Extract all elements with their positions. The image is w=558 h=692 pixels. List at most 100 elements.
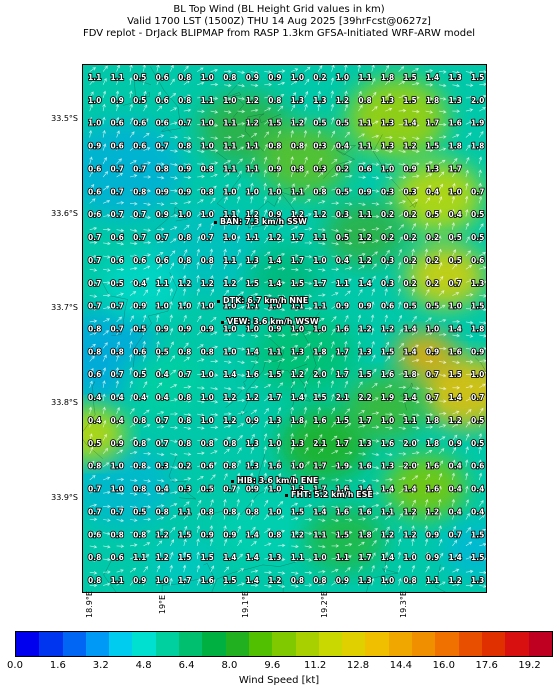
wind-arrow	[384, 564, 388, 573]
wind-arrow	[116, 435, 123, 441]
wind-arrow	[385, 526, 390, 533]
bl-height-value: 0.2	[426, 279, 439, 288]
colorbar-segment	[318, 632, 343, 656]
wind-arrow	[250, 169, 254, 178]
bl-height-value: 0.8	[88, 462, 101, 471]
terrain-contour	[83, 381, 103, 459]
wind-arrow	[317, 186, 325, 191]
bl-height-value: 1.1	[246, 302, 259, 311]
wind-arrow	[264, 251, 271, 257]
bl-height-value: 1.0	[201, 370, 214, 379]
wind-arrow	[277, 571, 286, 575]
wind-arrow	[438, 304, 446, 309]
wind-arrow	[385, 384, 393, 389]
wind-arrow	[143, 479, 151, 483]
wind-arrow	[210, 96, 219, 101]
bl-height-value: 1.3	[291, 439, 304, 448]
latitude-label: 33.7°S	[51, 303, 78, 312]
wind-arrow	[183, 122, 192, 126]
wind-arrow	[357, 327, 361, 336]
wind-arrow	[115, 103, 120, 112]
wind-arrow	[478, 156, 482, 164]
wind-arrow	[358, 276, 364, 283]
colorbar-segment	[62, 632, 86, 656]
wind-arrow	[331, 464, 339, 468]
wind-arrow	[156, 263, 163, 270]
wind-arrow	[290, 474, 296, 481]
wind-arrow	[250, 334, 259, 338]
bl-height-value: 1.4	[246, 530, 259, 539]
wind-arrow	[371, 120, 379, 125]
wind-map: 1.1 1.1 0.5 0.6 0.8 1.0 0.8 0.9 0.9 1.0 0.2 1.0 1.1 1…	[82, 64, 487, 593]
wind-arrow	[88, 129, 93, 138]
bl-height-value: 0.4	[471, 507, 484, 516]
bl-height-value: 0.8	[88, 576, 101, 585]
bl-height-value: 0.6	[358, 165, 371, 174]
wind-arrow	[102, 380, 106, 388]
colorbar	[15, 631, 553, 657]
wind-arrow	[277, 407, 281, 415]
wind-arrow	[210, 316, 217, 323]
wind-arrow	[170, 149, 178, 153]
bl-height-value: 1.0	[246, 187, 259, 196]
wind-arrow	[452, 347, 460, 351]
wind-arrow	[183, 513, 189, 520]
field-blob	[103, 254, 184, 319]
bl-height-value: 1.5	[403, 73, 416, 82]
wind-arrow	[129, 160, 137, 165]
wind-arrow	[465, 334, 474, 338]
wind-arrow	[385, 121, 393, 126]
wind-arrow	[156, 77, 161, 85]
wind-arrow	[438, 386, 447, 391]
wind-arrow	[129, 279, 138, 283]
wind-arrow	[291, 530, 299, 535]
wind-arrow	[170, 121, 178, 125]
wind-arrow	[344, 65, 348, 72]
bl-height-value: 0.6	[111, 233, 124, 242]
wind-arrow	[411, 186, 420, 191]
wind-arrow	[250, 144, 256, 151]
wind-arrow	[264, 420, 268, 428]
wind-arrow	[223, 566, 230, 573]
wind-arrow	[479, 334, 486, 338]
bl-height-value: 0.5	[133, 507, 146, 516]
wind-arrow	[412, 82, 420, 86]
bl-height-value: 1.4	[358, 279, 371, 288]
wind-arrow	[331, 279, 339, 284]
wind-arrow	[371, 202, 380, 206]
wind-arrow	[170, 341, 174, 349]
bl-height-value: 1.0	[223, 187, 236, 196]
wind-arrow	[115, 116, 120, 125]
wind-arrow	[196, 248, 200, 257]
bl-height-value: 1.5	[358, 370, 371, 379]
wind-arrow	[318, 241, 326, 246]
bl-height-value: 1.4	[268, 279, 281, 288]
wind-arrow	[236, 222, 240, 230]
wind-arrow	[465, 527, 472, 533]
bl-height-value: 1.1	[246, 165, 259, 174]
wind-arrow	[304, 319, 313, 323]
bl-height-value: 0.6	[111, 142, 124, 151]
bl-height-value: 1.5	[246, 279, 259, 288]
wind-arrow	[156, 340, 160, 349]
wind-arrow	[385, 370, 392, 375]
wind-arrow	[398, 399, 407, 403]
wind-arrow	[425, 110, 434, 114]
wind-arrow	[210, 302, 216, 309]
colorbar-tick-label: 9.6	[264, 660, 281, 671]
wind-arrow	[412, 109, 420, 114]
wind-arrow	[425, 69, 434, 73]
wind-arrow	[143, 104, 148, 112]
terrain-contour	[225, 354, 260, 408]
wind-arrow	[183, 477, 192, 481]
wind-arrow	[291, 332, 299, 337]
wind-arrow	[89, 268, 98, 272]
wind-arrow	[103, 306, 111, 310]
wind-arrow	[196, 329, 203, 336]
wind-arrow	[169, 314, 173, 322]
wind-arrow	[411, 499, 416, 507]
wind-arrow	[358, 301, 362, 309]
wind-arrow	[89, 531, 98, 535]
bl-height-value: 0.9	[336, 576, 349, 585]
wind-arrow	[452, 249, 456, 257]
